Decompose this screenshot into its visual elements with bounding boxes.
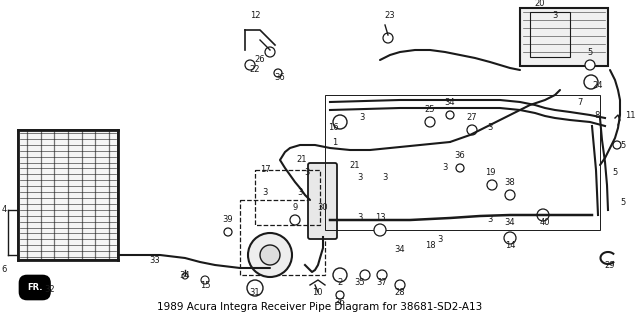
- Text: 1989 Acura Integra Receiver Pipe Diagram for 38681-SD2-A13: 1989 Acura Integra Receiver Pipe Diagram…: [157, 302, 483, 312]
- Text: 20: 20: [535, 0, 545, 8]
- Circle shape: [247, 280, 263, 296]
- Text: 25: 25: [425, 105, 435, 114]
- Text: 7: 7: [577, 98, 582, 107]
- Text: 4: 4: [1, 205, 6, 215]
- Text: 18: 18: [425, 241, 435, 250]
- Circle shape: [585, 60, 595, 70]
- Text: FR.: FR.: [27, 283, 42, 292]
- Bar: [530, 12, 570, 57]
- Circle shape: [537, 209, 549, 221]
- Text: 28: 28: [395, 288, 405, 297]
- Text: 3: 3: [262, 188, 268, 197]
- Circle shape: [467, 125, 477, 135]
- Text: 23: 23: [385, 11, 396, 20]
- Circle shape: [265, 47, 275, 57]
- Text: 3: 3: [382, 173, 388, 182]
- Circle shape: [333, 268, 347, 282]
- Text: 38: 38: [504, 178, 515, 187]
- Text: 36: 36: [335, 298, 346, 307]
- Text: 3: 3: [304, 168, 310, 177]
- Circle shape: [395, 280, 405, 290]
- Circle shape: [245, 60, 255, 70]
- Circle shape: [383, 33, 393, 43]
- Text: 33: 33: [150, 256, 161, 265]
- Circle shape: [336, 291, 344, 299]
- Text: 3: 3: [357, 213, 363, 222]
- Text: 34: 34: [395, 245, 405, 254]
- Circle shape: [504, 232, 516, 244]
- Circle shape: [290, 215, 300, 225]
- Text: 36: 36: [275, 73, 285, 82]
- Text: 3: 3: [359, 113, 365, 122]
- Text: 19: 19: [484, 168, 495, 177]
- Circle shape: [248, 233, 292, 277]
- Circle shape: [505, 190, 515, 200]
- Circle shape: [274, 69, 282, 77]
- Text: 30: 30: [317, 203, 328, 213]
- Text: 36: 36: [454, 151, 465, 160]
- Text: 12: 12: [250, 11, 260, 20]
- Text: 26: 26: [255, 55, 266, 64]
- Text: 34: 34: [505, 218, 515, 227]
- Text: 16: 16: [328, 123, 339, 132]
- Text: 9: 9: [292, 203, 298, 212]
- Circle shape: [374, 224, 386, 236]
- Text: 3: 3: [298, 188, 303, 197]
- Text: 21: 21: [349, 161, 360, 170]
- Text: 22: 22: [250, 65, 260, 74]
- Text: 3: 3: [552, 11, 557, 20]
- FancyBboxPatch shape: [308, 163, 337, 239]
- Text: 24: 24: [593, 81, 604, 90]
- Text: 17: 17: [260, 165, 271, 174]
- Text: 3: 3: [487, 215, 493, 224]
- Bar: [520, 8, 608, 66]
- Circle shape: [377, 270, 387, 280]
- Text: 15: 15: [200, 281, 211, 290]
- Text: 2: 2: [337, 278, 342, 287]
- Text: 29: 29: [605, 261, 615, 270]
- Text: 31: 31: [250, 288, 260, 297]
- Text: 5: 5: [612, 168, 618, 177]
- Text: 6: 6: [1, 266, 6, 274]
- Text: 35: 35: [355, 278, 365, 287]
- Bar: [240, 200, 325, 275]
- Circle shape: [360, 270, 370, 280]
- Circle shape: [446, 111, 454, 119]
- Circle shape: [425, 117, 435, 127]
- Text: 34: 34: [180, 271, 190, 280]
- Polygon shape: [18, 130, 118, 260]
- Circle shape: [487, 180, 497, 190]
- Text: 5: 5: [620, 141, 626, 150]
- Text: 32: 32: [45, 285, 55, 294]
- Text: 37: 37: [376, 278, 387, 287]
- Circle shape: [456, 164, 464, 172]
- Text: 8: 8: [595, 111, 600, 120]
- Text: 34: 34: [445, 98, 455, 107]
- Text: 10: 10: [312, 288, 323, 297]
- Text: 13: 13: [374, 213, 385, 222]
- Text: 3: 3: [437, 235, 443, 244]
- Text: 5: 5: [620, 198, 626, 207]
- Circle shape: [613, 141, 621, 149]
- Text: 3: 3: [487, 123, 493, 132]
- Text: 1: 1: [332, 138, 338, 147]
- Circle shape: [584, 75, 598, 89]
- Text: 39: 39: [223, 215, 234, 224]
- Text: 3: 3: [357, 173, 363, 182]
- Text: 11: 11: [625, 111, 636, 120]
- Circle shape: [224, 228, 232, 236]
- Circle shape: [260, 245, 280, 265]
- Bar: [255, 170, 320, 225]
- Circle shape: [201, 276, 209, 284]
- Circle shape: [182, 273, 188, 279]
- Text: 3: 3: [442, 163, 448, 172]
- Text: 14: 14: [505, 241, 515, 250]
- Text: 27: 27: [467, 113, 477, 122]
- Text: 5: 5: [588, 48, 593, 57]
- Text: 40: 40: [540, 218, 550, 227]
- Circle shape: [333, 115, 347, 129]
- Text: 21: 21: [297, 155, 307, 164]
